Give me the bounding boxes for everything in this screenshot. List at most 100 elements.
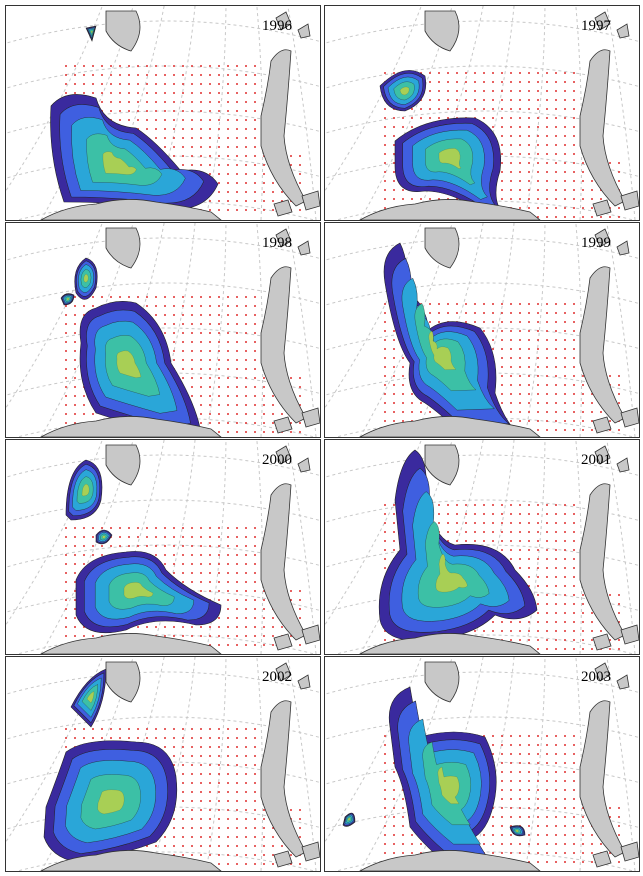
station-dot [555,429,557,431]
station-dot [164,119,166,121]
station-dot [555,630,557,632]
station-dot [299,608,301,610]
station-dot [456,108,458,110]
station-dot [501,108,503,110]
station-dot [555,834,557,836]
station-dot [582,429,584,431]
station-dot [272,431,274,433]
station-dot [191,536,193,538]
station-dot [155,527,157,529]
land-mass [105,10,141,52]
station-dot [384,303,386,305]
station-dot [420,198,422,200]
station-dot [384,384,386,386]
station-dot [591,216,593,218]
station-dot [236,173,238,175]
station-dot [573,558,575,560]
station-dot [83,728,85,730]
contour-level5 [116,350,142,378]
map-panel-2000: 2000 [5,439,321,655]
station-dot [254,581,256,583]
graticule-line [6,440,103,626]
station-dot [519,420,521,422]
station-dot [384,198,386,200]
station-dot [146,527,148,529]
station-dot [555,357,557,359]
station-dot [393,384,395,386]
station-dot [236,305,238,307]
station-dot [245,836,247,838]
station-dot [74,350,76,352]
station-dot [393,72,395,74]
station-dot [564,303,566,305]
station-dot [438,108,440,110]
station-dot [236,818,238,820]
station-dot [456,540,458,542]
station-dot [528,162,530,164]
station-dot [618,807,620,809]
station-dot [555,153,557,155]
station-dot [74,545,76,547]
station-dot [555,99,557,101]
station-dot [65,590,67,592]
graticule-line [205,6,227,220]
station-dot [173,827,175,829]
station-dot [281,413,283,415]
station-dot [618,648,620,650]
station-dot [492,99,494,101]
station-dot [582,375,584,377]
station-dot [492,630,494,632]
station-dot [173,350,175,352]
station-dot [591,639,593,641]
station-dot [191,386,193,388]
station-dot [510,630,512,632]
station-dot [519,375,521,377]
station-dot [227,137,229,139]
station-dot [245,764,247,766]
station-dot [218,845,220,847]
station-dot [555,90,557,92]
station-dot [65,422,67,424]
station-dot [546,117,548,119]
station-dot [236,314,238,316]
station-dot [546,429,548,431]
station-dot [429,108,431,110]
station-dot [191,332,193,334]
station-dot [501,621,503,623]
station-dot [182,92,184,94]
station-dot [218,572,220,574]
station-dot [110,74,112,76]
station-dot [483,321,485,323]
station-dot [537,198,539,200]
station-dot [447,117,449,119]
station-dot [573,384,575,386]
station-dot [227,83,229,85]
station-dot [74,341,76,343]
station-dot [209,791,211,793]
station-dot [200,368,202,370]
station-dot [501,393,503,395]
station-dot [191,323,193,325]
station-dot [528,180,530,182]
station-dot [74,554,76,556]
station-dot [510,558,512,560]
station-dot [411,411,413,413]
station-dot [528,852,530,854]
station-dot [519,558,521,560]
station-dot [245,128,247,130]
station-dot [218,395,220,397]
station-dot [564,198,566,200]
station-dot [254,404,256,406]
station-dot [182,554,184,556]
station-dot [137,545,139,547]
station-dot [555,72,557,74]
station-dot [173,554,175,556]
station-dot [483,522,485,524]
station-dot [528,567,530,569]
station-dot [191,635,193,637]
station-dot [155,92,157,94]
station-dot [182,818,184,820]
station-dot [173,845,175,847]
station-dot [555,825,557,827]
station-dot [119,83,121,85]
